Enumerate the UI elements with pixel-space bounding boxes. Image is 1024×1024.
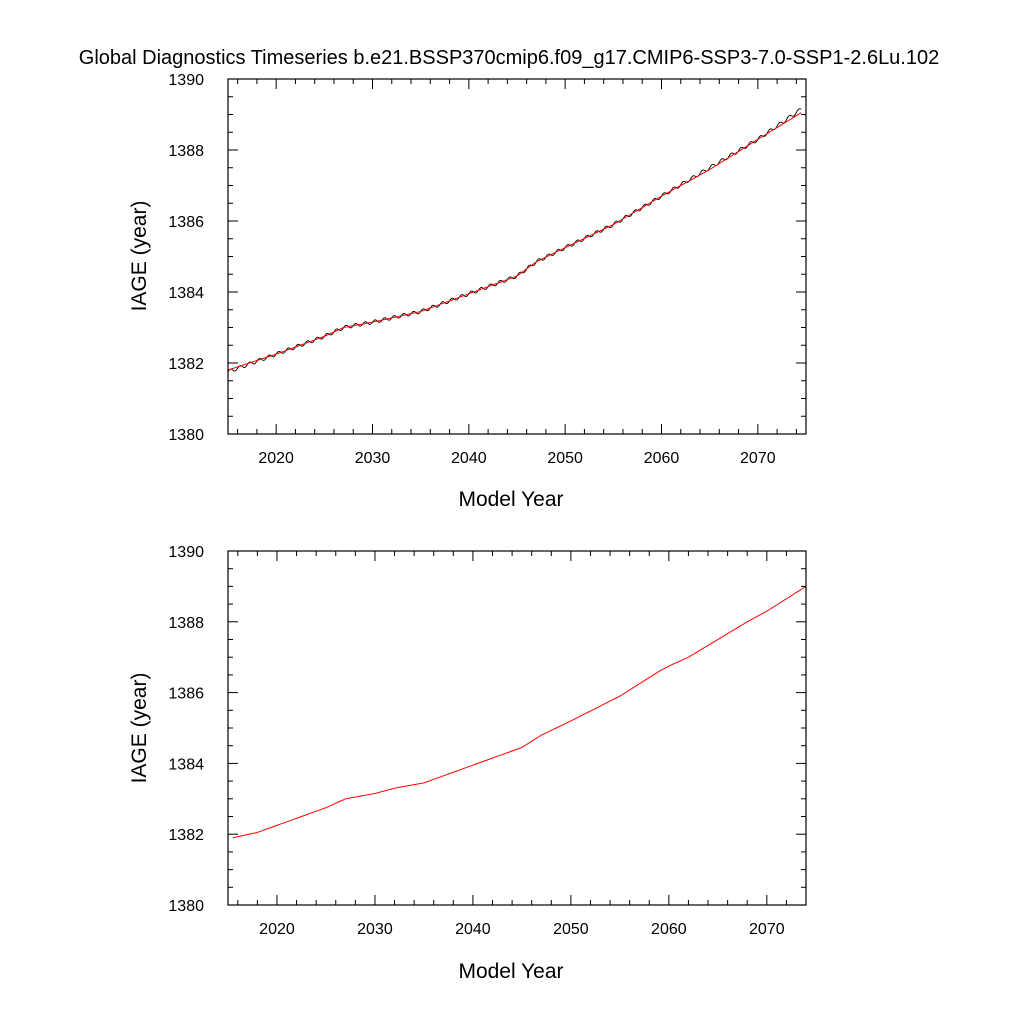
panel-top-ytick-label: 1384 [168,285,204,302]
figure-title: Global Diagnostics Timeseries b.e21.BSSP… [79,47,939,69]
panel-bottom-xtick-label: 2020 [259,921,295,938]
panel-top-xtick-label: 2050 [547,450,583,467]
panel-bottom-plot-frame [227,550,807,906]
panel-top-ytick-label: 1388 [168,143,204,160]
panel-top-ytick-label: 1390 [168,72,204,89]
panel-bottom-xtick-label: 2050 [553,921,589,938]
panel-bottom-xtick-label: 2060 [651,921,687,938]
panel-bottom-ylabel: IAGE (year) [128,673,151,784]
panel-top-series-smoothed-line [228,112,802,371]
panel-bottom-ytick-label: 1380 [168,898,204,915]
panel-bottom-ytick-label: 1388 [168,615,204,632]
panel-bottom-ytick-label: 1390 [168,544,204,561]
panel-bottom-xtick-label: 2030 [357,921,393,938]
panel-bottom-xtick-label: 2070 [749,921,785,938]
panel-top-xtick-label: 2040 [451,450,487,467]
panel-top-ytick-label: 1386 [168,214,204,231]
panel-top-series-monthly-line [228,108,802,373]
panel-top-xtick-label: 2070 [740,450,776,467]
panel-top-xtick-label: 2060 [644,450,680,467]
panel-bottom-ytick-label: 1384 [168,756,204,773]
panel-bottom-xlabel: Model Year [458,960,563,983]
panel-top-xtick-label: 2020 [258,450,294,467]
panel-bottom: Model Year IAGE (year) 2020 2030 2040 2050 2… [128,544,807,983]
panel-top-xtick-label: 2030 [355,450,391,467]
panel-bottom-xtick-label: 2040 [455,921,491,938]
panel-top-plot-frame [227,78,807,435]
panel-bottom-ytick-label: 1382 [168,827,204,844]
panel-top: Model Year IAGE (year) 2020 2030 2040 2050 2… [128,72,807,511]
panel-bottom-series-smoothed-line [232,585,806,839]
panel-top-ytick-label: 1382 [168,356,204,373]
panel-top-xlabel: Model Year [458,488,563,511]
panel-bottom-ytick-label: 1386 [168,686,204,703]
panel-top-ytick-label: 1380 [168,427,204,444]
panel-top-ylabel: IAGE (year) [128,201,151,312]
